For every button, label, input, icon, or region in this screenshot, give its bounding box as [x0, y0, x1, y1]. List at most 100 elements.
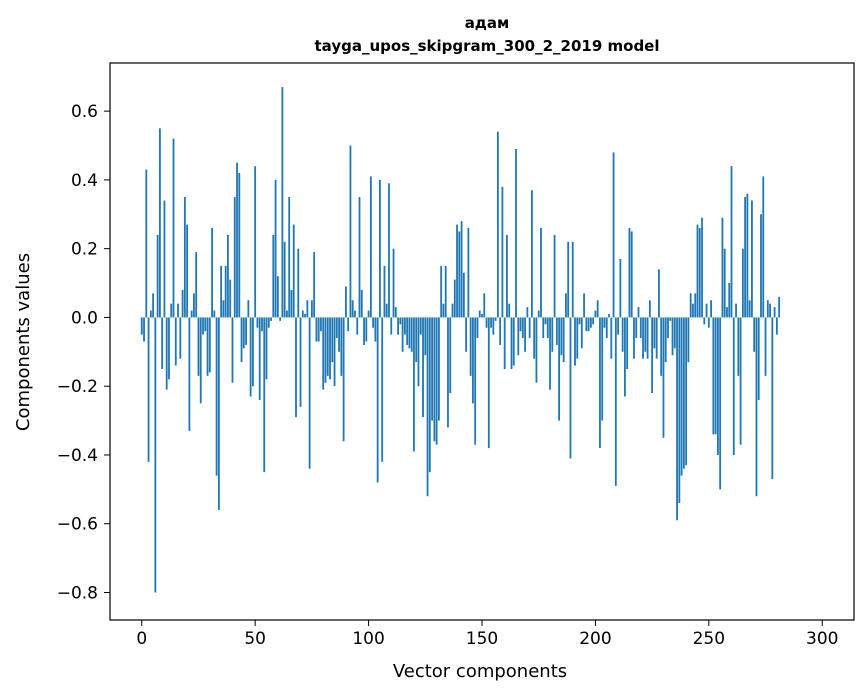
bar-63: [283, 241, 286, 318]
bar-117: [406, 317, 409, 345]
bar-139: [456, 224, 458, 318]
bar-281: [778, 296, 781, 318]
bar-209: [614, 317, 617, 486]
bar-141: [460, 221, 463, 318]
bar-130: [435, 317, 438, 445]
bar-185: [560, 317, 563, 356]
bar-83: [329, 317, 331, 380]
chart-subtitle: tayga_upos_skipgram_300_2_2019 model: [315, 37, 660, 55]
bar-258: [726, 307, 728, 318]
bar-17: [179, 317, 182, 359]
x-axis-label: Vector components: [393, 661, 567, 682]
y-axis-label: Components values: [13, 253, 34, 431]
bar-246: [698, 228, 701, 318]
bar-196: [585, 317, 588, 332]
chart-title: адам: [465, 14, 510, 32]
bar-183: [555, 317, 558, 345]
bar-18: [181, 289, 184, 318]
bar-257: [723, 248, 726, 318]
bar-87: [338, 317, 340, 352]
bar-251: [710, 300, 712, 318]
bar-210: [617, 317, 619, 335]
bar-150: [481, 313, 483, 318]
bar-277: [769, 303, 771, 318]
bar-237: [678, 317, 681, 504]
bar-3: [147, 317, 150, 462]
bar-80: [322, 317, 325, 390]
bar-121: [415, 317, 418, 363]
bar-94: [354, 310, 356, 318]
bar-116: [403, 317, 406, 335]
bar-123: [419, 317, 422, 335]
bar-233: [669, 317, 672, 321]
bar-165: [515, 148, 517, 318]
bar-140: [458, 231, 461, 318]
bar-30: [208, 317, 211, 373]
x-tick-label: 0: [136, 629, 147, 649]
bar-104: [376, 317, 379, 483]
bar-232: [667, 317, 669, 339]
bar-197: [587, 317, 590, 332]
bar-91: [347, 317, 350, 332]
bar-136: [449, 317, 452, 394]
bar-166: [517, 317, 520, 356]
bar-65: [288, 197, 291, 318]
bar-213: [624, 317, 626, 397]
bar-13: [170, 303, 173, 318]
bar-192: [576, 317, 579, 359]
bar-205: [605, 317, 608, 339]
bar-177: [542, 317, 545, 339]
bar-38: [227, 234, 229, 318]
bar-9: [161, 317, 164, 369]
bar-274: [762, 176, 765, 318]
bar-273: [760, 214, 762, 318]
bar-81: [324, 317, 327, 383]
bar-45: [242, 317, 245, 349]
bar-143: [465, 317, 468, 352]
bars-layer: [140, 87, 781, 593]
bar-4: [149, 310, 152, 318]
bar-243: [692, 303, 694, 318]
bar-96: [358, 197, 361, 318]
bar-256: [721, 217, 724, 318]
bar-75: [310, 300, 313, 318]
bar-272: [757, 317, 760, 400]
bar-254: [717, 317, 719, 455]
bar-86: [335, 317, 338, 339]
bar-73: [306, 300, 309, 318]
bar-14: [172, 138, 175, 318]
bar-148: [476, 317, 479, 339]
bar-19: [183, 197, 186, 318]
bar-71: [301, 310, 304, 318]
bar-230: [662, 317, 665, 438]
bar-224: [648, 300, 651, 318]
bar-155: [492, 317, 495, 335]
bar-34: [217, 317, 220, 510]
x-tick-label: 150: [466, 629, 498, 649]
bar-97: [360, 289, 363, 318]
bar-219: [637, 307, 640, 318]
bar-238: [680, 317, 683, 476]
bar-188: [567, 241, 570, 318]
bar-47: [247, 300, 250, 318]
bar-60: [276, 276, 279, 318]
bar-215: [628, 228, 631, 318]
bar-270: [753, 317, 756, 352]
bar-56: [267, 317, 270, 328]
bar-275: [764, 317, 767, 376]
bar-134: [444, 265, 447, 318]
y-tick-label: −0.6: [57, 515, 98, 535]
bar-0: [140, 317, 143, 335]
bar-120: [413, 317, 415, 452]
bar-88: [340, 317, 343, 376]
bar-198: [589, 317, 592, 328]
bar-182: [553, 234, 556, 318]
bar-222: [644, 317, 647, 352]
bar-259: [728, 283, 731, 318]
bar-207: [610, 317, 613, 359]
bar-58: [272, 234, 275, 318]
bar-24: [195, 252, 198, 318]
bar-40: [231, 317, 234, 383]
bar-214: [626, 317, 629, 369]
bar-6: [154, 317, 157, 593]
